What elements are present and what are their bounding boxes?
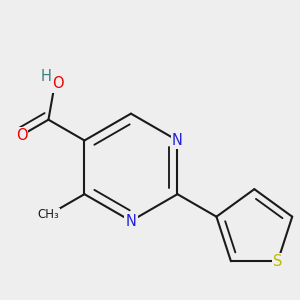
Text: O: O [52, 76, 64, 91]
Text: CH₃: CH₃ [38, 208, 59, 221]
Text: N: N [125, 214, 136, 229]
Text: H: H [40, 69, 51, 84]
Text: S: S [273, 254, 282, 269]
Text: N: N [172, 133, 183, 148]
Text: O: O [16, 128, 27, 143]
